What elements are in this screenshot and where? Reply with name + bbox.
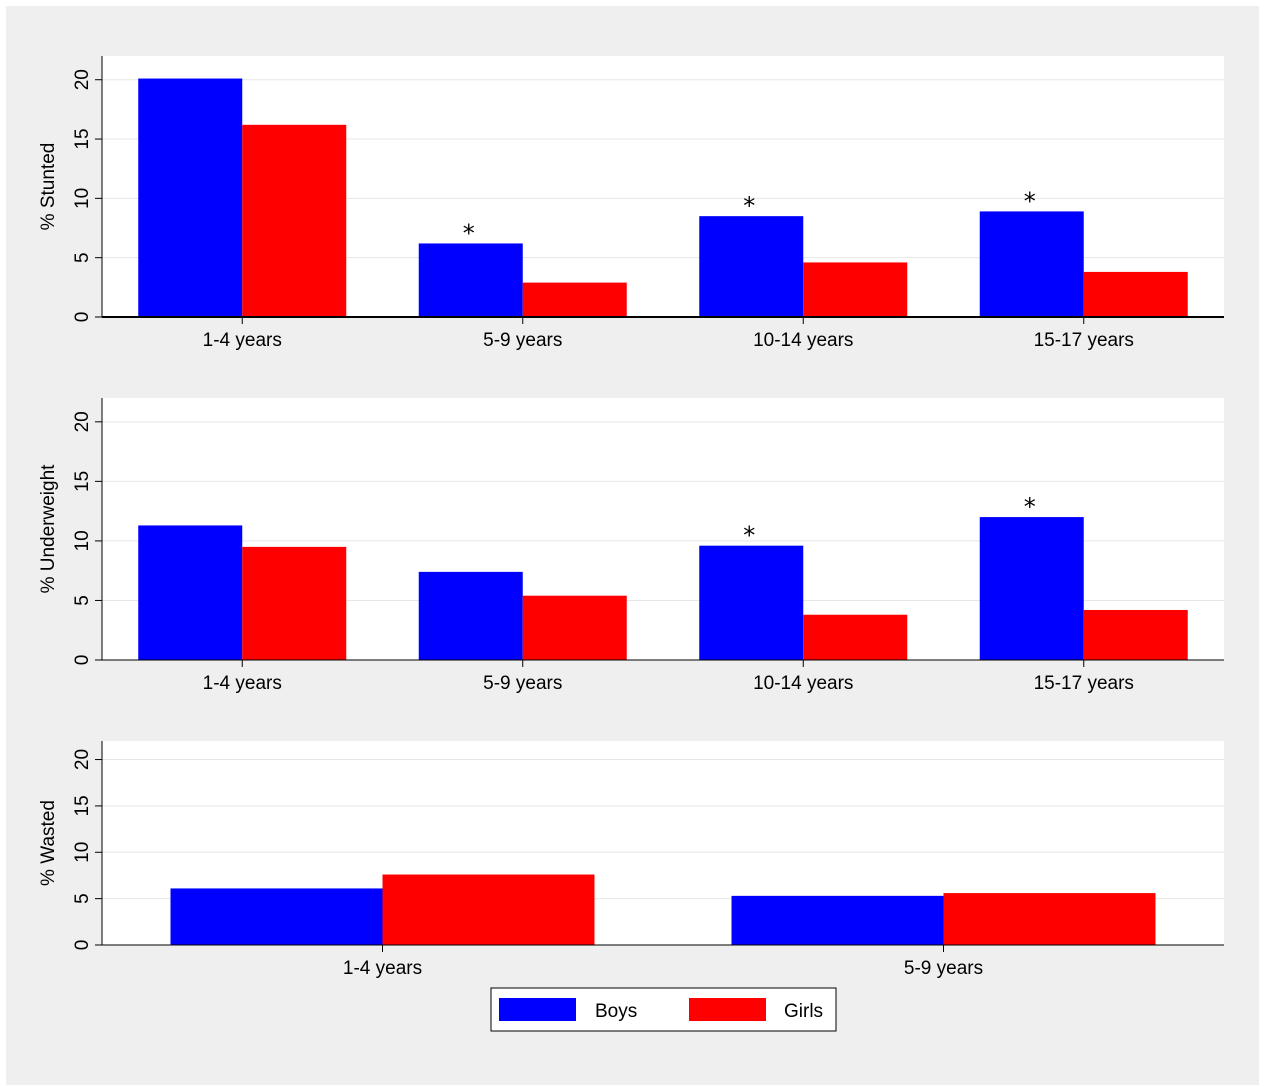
x-tick-label: 1-4 years: [203, 673, 282, 694]
chart-svg: 0 5 10 15 20 % Stunted 1-4 years 5-9 years 10-14…: [38, 56, 1224, 1032]
bar-girls: [382, 874, 595, 945]
x-tick-label: 10-14 years: [753, 330, 853, 351]
bar-boys: [170, 888, 383, 945]
legend-swatch-boys: [499, 998, 576, 1021]
y-tick-label: 0: [72, 655, 93, 666]
legend: Boys Girls: [490, 987, 837, 1032]
x-tick-label: 5-9 years: [483, 330, 562, 351]
chart-panel-3: 0 5 10 15 20 % Wasted 1-4 years 5-9 years: [38, 741, 1224, 979]
significance-star: *: [743, 192, 755, 220]
bar-boys: [138, 525, 243, 660]
y-tick-label: 20: [72, 69, 93, 90]
bar-boys: [418, 243, 523, 317]
y-tick-label: 15: [72, 128, 93, 149]
x-tick-label: 1-4 years: [343, 958, 422, 979]
bar-girls: [803, 614, 908, 660]
significance-star: *: [1024, 187, 1036, 215]
significance-star: *: [463, 219, 475, 247]
significance-star: *: [743, 522, 755, 550]
y-tick-label: 15: [72, 795, 93, 816]
y-tick-label: 10: [72, 530, 93, 551]
bar-girls: [803, 262, 908, 317]
bar-boys: [731, 895, 944, 945]
bar-boys: [979, 211, 1084, 317]
chart-panel-1: 0 5 10 15 20 % Stunted 1-4 years 5-9 years 10-14…: [38, 56, 1224, 351]
y-tick-label: 0: [72, 940, 93, 951]
bar-boys: [699, 545, 804, 660]
bar-boys: [699, 216, 804, 317]
y-axis-title: % Wasted: [38, 800, 59, 886]
bar-boys: [138, 78, 243, 317]
figure: 0 5 10 15 20 % Stunted 1-4 years 5-9 years 10-14…: [6, 6, 1259, 1085]
y-tick-label: 5: [72, 252, 93, 263]
y-axis-title: % Underweight: [38, 464, 59, 594]
y-tick-label: 10: [72, 188, 93, 209]
y-tick-label: 0: [72, 312, 93, 323]
x-tick-label: 10-14 years: [753, 673, 853, 694]
y-tick-label: 20: [72, 411, 93, 432]
bar-girls: [242, 124, 347, 318]
bar-girls: [522, 282, 627, 317]
x-tick-label: 5-9 years: [483, 673, 562, 694]
legend-label-girls: Girls: [784, 1001, 823, 1022]
y-axis-title: % Stunted: [38, 143, 59, 231]
x-tick-label: 1-4 years: [203, 330, 282, 351]
significance-star: *: [1024, 493, 1036, 521]
legend-label-boys: Boys: [595, 1001, 637, 1022]
x-tick-label: 15-17 years: [1034, 673, 1134, 694]
chart-panel-2: 0 5 10 15 20 % Underweight 1-4 years 5-9 years 1…: [38, 398, 1224, 694]
bar-girls: [943, 893, 1156, 945]
bar-girls: [242, 546, 347, 660]
y-tick-label: 10: [72, 842, 93, 863]
x-tick-label: 5-9 years: [904, 958, 983, 979]
bar-boys: [979, 517, 1084, 660]
bar-boys: [418, 571, 523, 660]
bar-girls: [1083, 609, 1188, 660]
x-tick-label: 15-17 years: [1034, 330, 1134, 351]
y-tick-label: 5: [72, 893, 93, 904]
bar-girls: [522, 595, 627, 660]
y-tick-label: 20: [72, 749, 93, 770]
y-tick-label: 5: [72, 595, 93, 606]
bar-girls: [1083, 271, 1188, 317]
legend-swatch-girls: [689, 998, 766, 1021]
y-tick-label: 15: [72, 471, 93, 492]
